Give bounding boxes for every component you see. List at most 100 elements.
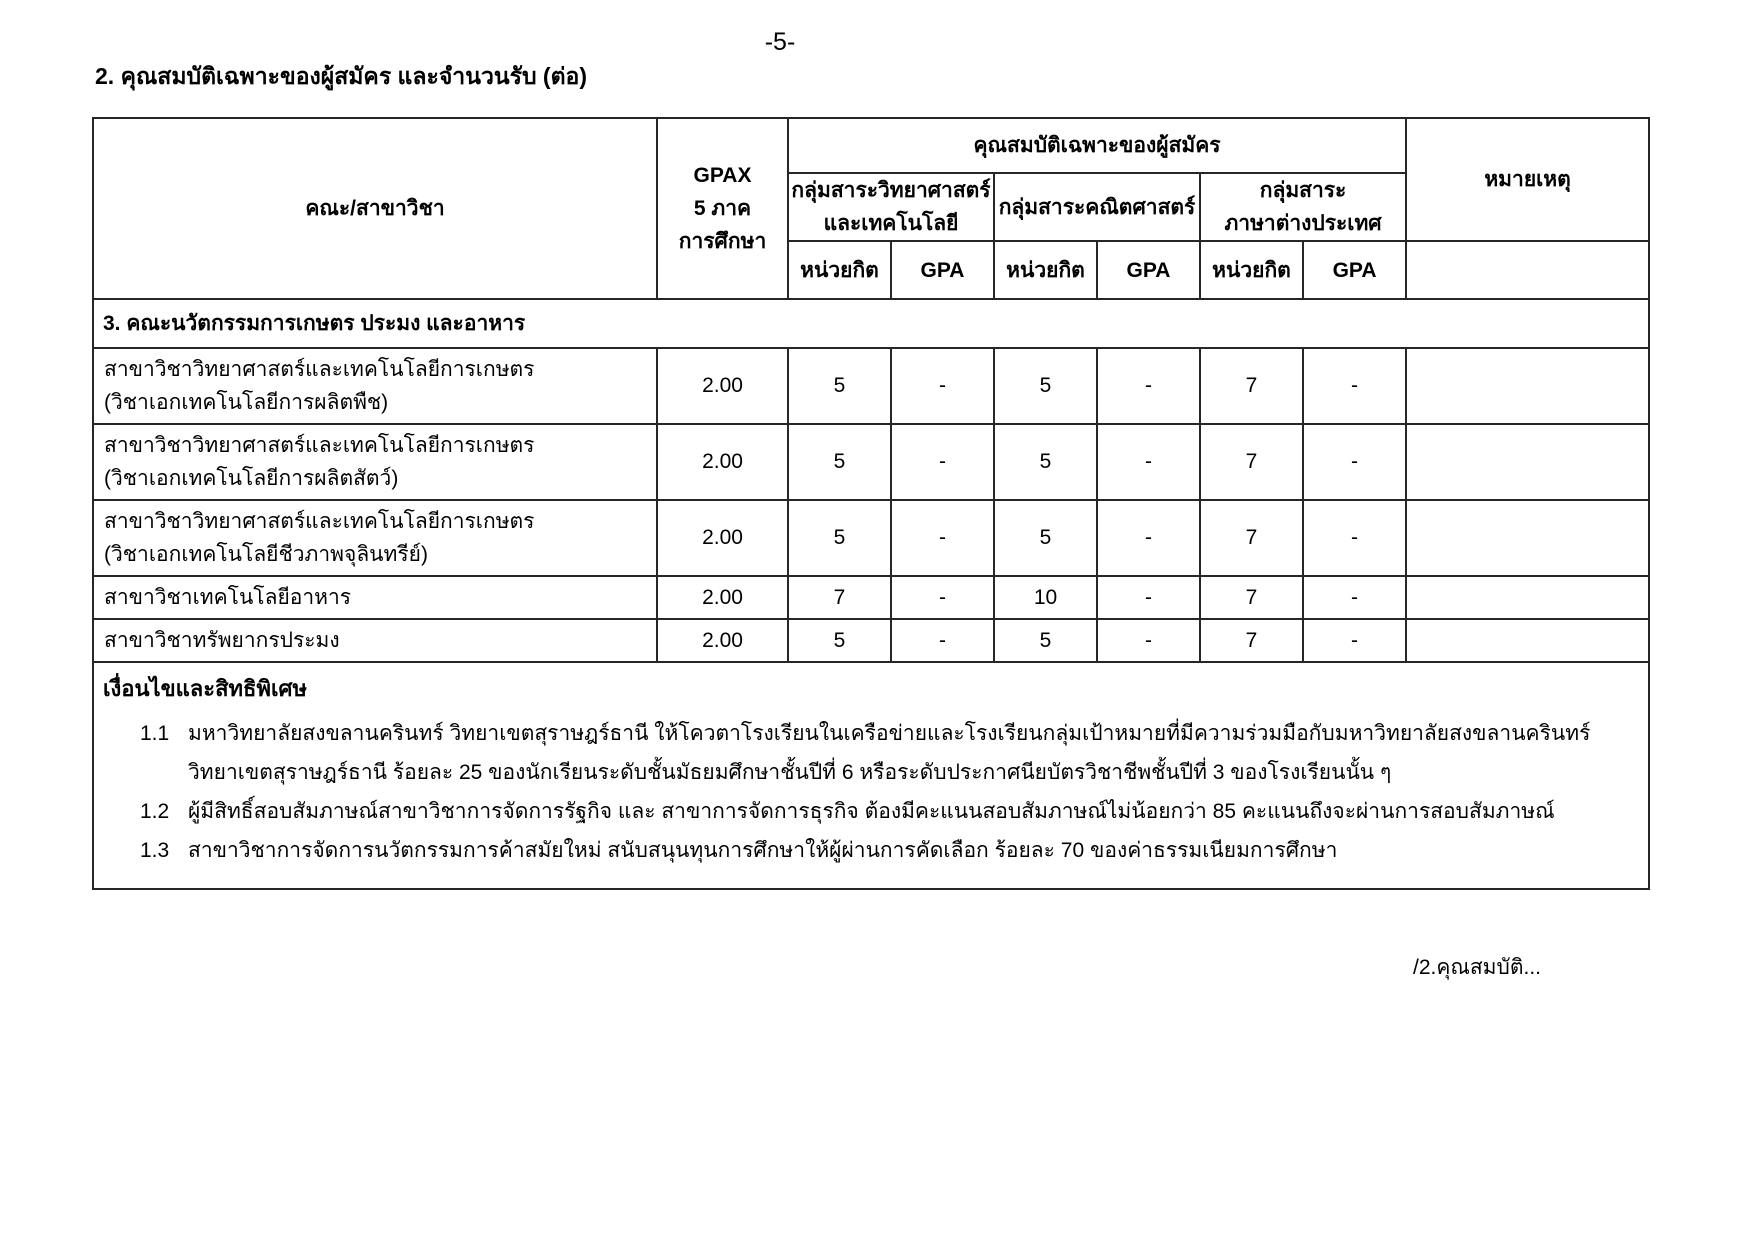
gpax-value-cell: 2.00 [656,575,789,620]
faculty-section-title: 3. คณะนวัตกรรมการเกษตร ประมง และอาหาร [91,298,1651,349]
math-gpa-cell: - [1096,347,1201,425]
qualification-table: คณะ/สาขาวิชา GPAX 5 ภาค การศึกษา คุณสมบั… [91,117,1651,890]
program-name-line1: สาขาวิชาวิทยาศาสตร์และเทคโนโลยีการเกษตร [104,358,535,381]
program-name-cell: สาขาวิชาวิทยาศาสตร์และเทคโนโลยีการเกษตร … [92,423,658,501]
science-credits-cell: 5 [787,618,892,663]
foreign-credits-cell: 7 [1199,618,1304,663]
subheader-remark-empty [1405,240,1651,300]
program-name-line2: (วิชาเอกเทคโนโลยีการผลิตสัตว์) [104,467,399,490]
remark-cell [1405,575,1651,620]
program-name-line1: สาขาวิชาเทคโนโลยีอาหาร [104,586,352,609]
condition-item: 1.1 มหาวิทยาลัยสงขลานครินทร์ วิทยาเขตสุร… [100,714,1642,792]
condition-number: 1.3 [140,839,170,862]
program-name-line1: สาขาวิชาวิทยาศาสตร์และเทคโนโลยีการเกษตร [104,510,535,533]
subheader-foreign-gpa: GPA [1301,240,1408,300]
program-name-cell: สาขาวิชาวิทยาศาสตร์และเทคโนโลยีการเกษตร … [92,347,658,425]
faculty-section-row: 3. คณะนวัตกรรมการเกษตร ประมง และอาหาร [91,298,1651,349]
col-header-gpax: GPAX 5 ภาค การศึกษา [656,117,789,300]
group-header-foreign: กลุ่มสาระ ภาษาต่างประเทศ [1198,172,1408,242]
col-header-qualifications: คุณสมบัติเฉพาะของผู้สมัคร [786,117,1408,174]
remark-cell [1405,499,1651,577]
math-credits-cell: 10 [993,575,1098,620]
program-row: สาขาวิชาวิทยาศาสตร์และเทคโนโลยีการเกษตร … [92,347,1651,425]
subheader-foreign-credits: หน่วยกิต [1199,240,1304,300]
gpax-header-line1: GPAX [693,164,752,187]
page-number: -5- [764,28,796,56]
col-header-program: คณะ/สาขาวิชา [92,117,658,300]
program-name-line2: (วิชาเอกเทคโนโลยีการผลิตพืช) [104,391,389,414]
math-credits-cell: 5 [993,499,1098,577]
program-name-line2: (วิชาเอกเทคโนโลยีชีวภาพจุลินทรีย์) [104,543,428,566]
subheader-science-credits: หน่วยกิต [787,240,892,300]
foreign-gpa-cell: - [1301,575,1408,620]
program-row: สาขาวิชาวิทยาศาสตร์และเทคโนโลยีการเกษตร … [92,423,1651,501]
science-gpa-cell: - [890,618,995,663]
conditions-cell: เงื่อนไขและสิทธิพิเศษ 1.1 มหาวิทยาลัยสงข… [91,661,1651,890]
foreign-credits-cell: 7 [1199,423,1304,501]
program-name-cell: สาขาวิชาทรัพยากรประมง [92,618,658,663]
math-gpa-cell: - [1096,423,1201,501]
group-foreign-line1: กลุ่มสาระ [1259,179,1347,202]
gpax-value-cell: 2.00 [656,423,789,501]
science-credits-cell: 5 [787,423,892,501]
science-credits-cell: 5 [787,499,892,577]
subheader-math-credits: หน่วยกิต [993,240,1098,300]
group-header-science: กลุ่มสาระวิทยาศาสตร์ และเทคโนโลยี [787,172,995,242]
math-credits-cell: 5 [993,347,1098,425]
group-science-line1: กลุ่มสาระวิทยาศาสตร์ [791,179,991,202]
math-credits-cell: 5 [993,618,1098,663]
program-name-cell: สาขาวิชาวิทยาศาสตร์และเทคโนโลยีการเกษตร … [92,499,658,577]
col-header-remark: หมายเหตุ [1405,117,1651,242]
program-name-cell: สาขาวิชาเทคโนโลยีอาหาร [92,575,658,620]
program-name-line1: สาขาวิชาวิทยาศาสตร์และเทคโนโลยีการเกษตร [104,434,535,457]
remark-cell [1405,423,1651,501]
header-row-top: คณะ/สาขาวิชา GPAX 5 ภาค การศึกษา คุณสมบั… [92,117,1651,300]
science-credits-cell: 5 [787,347,892,425]
remark-cell [1405,347,1651,425]
science-gpa-cell: - [890,575,995,620]
foreign-gpa-cell: - [1301,347,1408,425]
science-credits-cell: 7 [787,575,892,620]
group-header-math: กลุ่มสาระคณิตศาสตร์ [993,172,1201,242]
condition-item: 1.3 สาขาวิชาการจัดการนวัตกรรมการค้าสมัยใ… [100,831,1642,870]
condition-item: 1.2 ผู้มีสิทธิ์สอบสัมภาษณ์สาขาวิชาการจัด… [100,792,1642,831]
header-row-sub: หน่วยกิต GPA หน่วยกิต GPA หน่วยกิต GPA [93,240,1651,300]
remark-cell [1405,618,1651,663]
program-name-line1: สาขาวิชาทรัพยากรประมง [104,629,340,652]
program-row: สาขาวิชาวิทยาศาสตร์และเทคโนโลยีการเกษตร … [92,499,1651,577]
condition-text: มหาวิทยาลัยสงขลานครินทร์ วิทยาเขตสุราษฎร… [188,722,1591,784]
foreign-credits-cell: 7 [1199,347,1304,425]
condition-number: 1.1 [140,722,170,745]
group-science-line2: และเทคโนโลยี [823,212,959,235]
group-foreign-line2: ภาษาต่างประเทศ [1224,212,1382,235]
condition-text: สาขาวิชาการจัดการนวัตกรรมการค้าสมัยใหม่ … [188,839,1338,862]
subheader-science-gpa: GPA [890,240,995,300]
science-gpa-cell: - [890,347,995,425]
subheader-math-gpa: GPA [1096,240,1201,300]
math-gpa-cell: - [1096,499,1201,577]
section-heading: 2. คุณสมบัติเฉพาะของผู้สมัคร และจำนวนรับ… [95,63,587,89]
foreign-gpa-cell: - [1301,618,1408,663]
condition-number: 1.2 [140,800,170,823]
condition-text: ผู้มีสิทธิ์สอบสัมภาษณ์สาขาวิชาการจัดการร… [188,800,1555,823]
conditions-title: เงื่อนไขและสิทธิพิเศษ [103,676,307,701]
foreign-credits-cell: 7 [1199,499,1304,577]
math-gpa-cell: - [1096,618,1201,663]
gpax-value-cell: 2.00 [656,618,789,663]
science-gpa-cell: - [890,423,995,501]
math-credits-cell: 5 [993,423,1098,501]
page-continuation-footer: /2.คุณสมบัติ... [1412,956,1541,979]
math-gpa-cell: - [1096,575,1201,620]
gpax-value-cell: 2.00 [656,347,789,425]
gpax-value-cell: 2.00 [656,499,789,577]
gpax-header-line3: การศึกษา [678,230,767,253]
foreign-gpa-cell: - [1301,423,1408,501]
conditions-row: เงื่อนไขและสิทธิพิเศษ 1.1 มหาวิทยาลัยสงข… [91,661,1651,890]
gpax-header-line2: 5 ภาค [693,197,752,220]
header-row-groups: กลุ่มสาระวิทยาศาสตร์ และเทคโนโลยี กลุ่มส… [93,172,1649,242]
program-row: สาขาวิชาเทคโนโลยีอาหาร 2.00 7 - 10 - 7 - [92,575,1651,620]
program-row: สาขาวิชาทรัพยากรประมง 2.00 5 - 5 - 7 - [92,618,1651,663]
foreign-credits-cell: 7 [1199,575,1304,620]
science-gpa-cell: - [890,499,995,577]
